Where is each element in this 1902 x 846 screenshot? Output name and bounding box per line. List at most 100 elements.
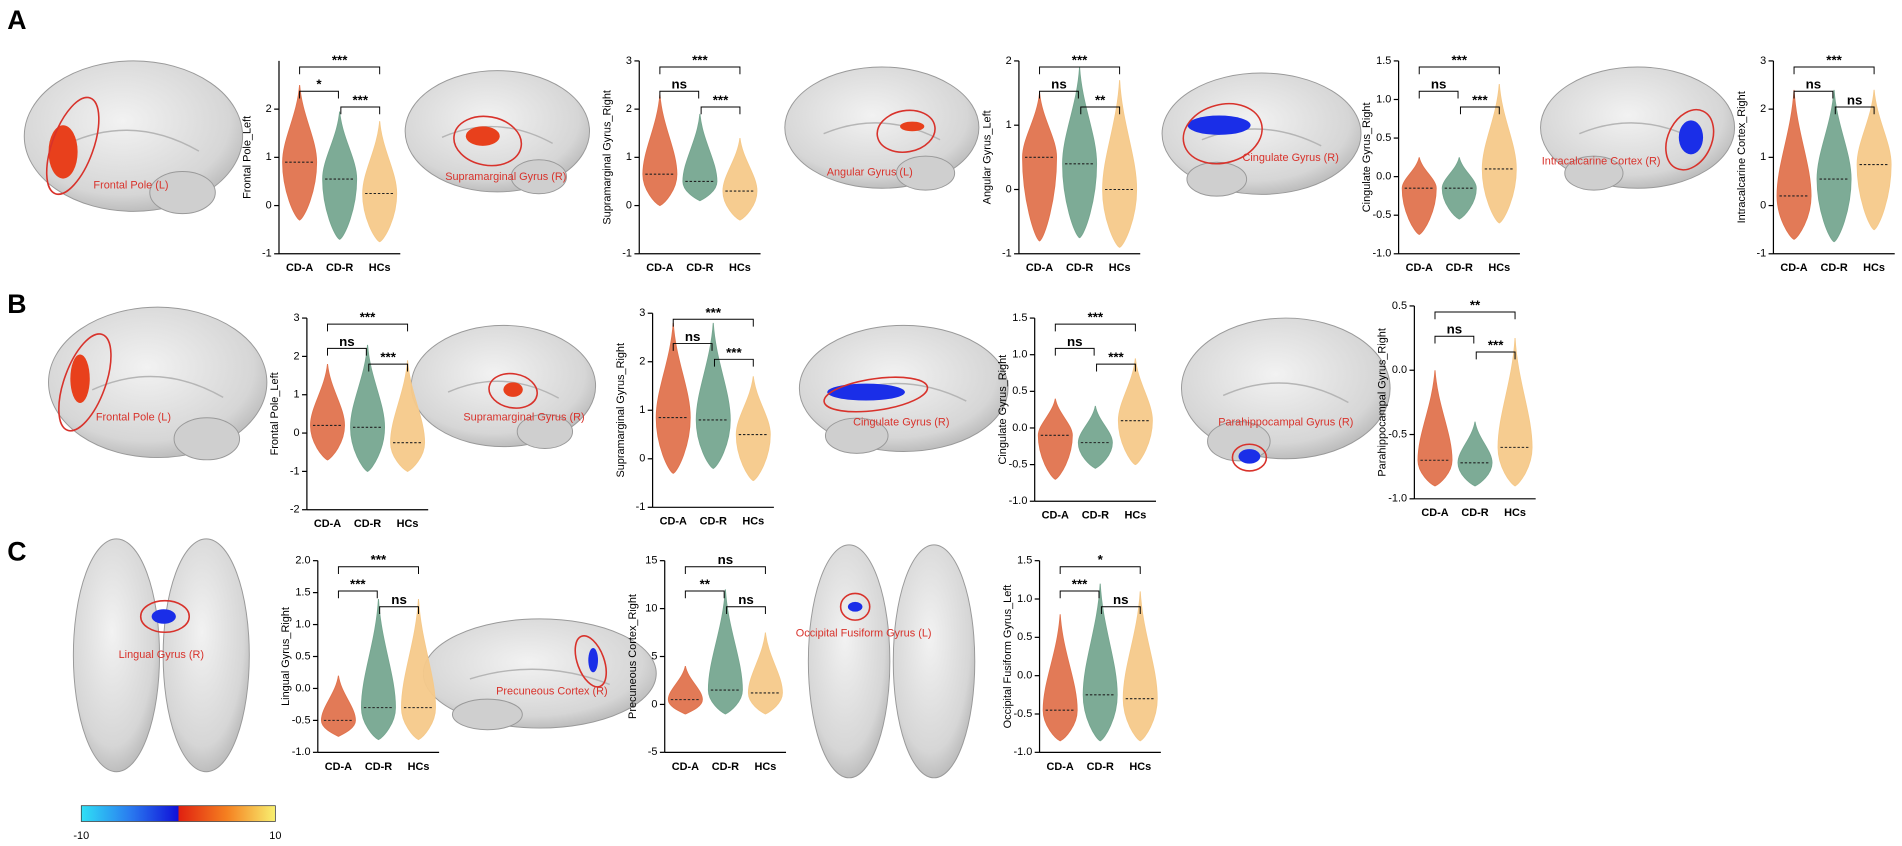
region-label: Lingual Gyrus (R)	[119, 649, 204, 661]
y-axis-label: Cingulate Gyrus_Right	[997, 355, 1009, 465]
significance-bracket	[1059, 566, 1141, 575]
roi-circle	[876, 109, 936, 153]
violin	[282, 84, 318, 221]
roi-circle	[58, 333, 112, 432]
violin	[695, 322, 731, 470]
x-tick-label: CD-R	[1082, 510, 1109, 522]
brain: Angular Gyrus (L)	[784, 66, 980, 191]
significance-bracket	[379, 606, 419, 615]
significance-label: ns	[391, 592, 407, 607]
y-tick-label: 2	[1006, 55, 1012, 67]
x-tick-label: CD-R	[1461, 507, 1488, 519]
x-tick-label: HCs	[1488, 262, 1510, 274]
y-tick-label: 0	[1760, 199, 1766, 211]
significance-label: ***	[380, 350, 396, 365]
significance-label: ns	[1447, 322, 1463, 337]
significance-bracket	[1054, 323, 1136, 332]
cerebellum	[1564, 155, 1624, 191]
significance-label: ns	[1806, 77, 1822, 92]
sulcus	[447, 380, 560, 399]
x-tick-label: HCs	[754, 761, 776, 773]
violin-plot: -1 0 1 2 3 Supramarginal Gyrus_Right CD-A CD-R H…	[602, 52, 761, 274]
y-tick-label: 3	[1760, 55, 1766, 67]
violin-plot: -1.0 -0.5 0.0 0.5 1.0 1.5 Cingulate Gyrus_Righ…	[1361, 52, 1520, 274]
y-tick-label: -1	[636, 501, 646, 513]
violin	[667, 665, 703, 715]
roi-circle	[839, 592, 871, 621]
significance-label: ns	[718, 552, 734, 567]
activation	[465, 126, 500, 146]
y-tick-label: 0.0	[1017, 670, 1032, 682]
violin	[1102, 80, 1138, 248]
y-tick-label: -1.0	[1013, 746, 1032, 758]
violin-plot: -5 0 5 10 15 Precuneous Cortex_Right CD-A CD-R H…	[627, 552, 787, 773]
violin-plot: -1 0 1 2 3 Supramarginal Gyrus_Right CD-A CD-R H…	[615, 305, 774, 528]
panel-letter: A	[7, 5, 26, 35]
cerebellum	[173, 417, 241, 461]
y-tick-label: -1.0	[292, 746, 311, 758]
region-label: Parahippocampal Gyrus (R)	[1218, 416, 1353, 428]
region-label: Frontal Pole (L)	[96, 411, 171, 423]
violin	[390, 360, 426, 472]
y-tick-label: -1.0	[1009, 495, 1028, 507]
significance-bracket	[1418, 66, 1500, 75]
brain: Frontal Pole (L)	[23, 60, 244, 215]
brain: Cingulate Gyrus (R)	[1161, 72, 1362, 197]
y-axis-label: Intracalcarine Cortex_Right	[1736, 91, 1748, 223]
activation	[1238, 449, 1261, 464]
significance-bracket	[340, 106, 381, 115]
x-tick-label: CD-A	[672, 761, 699, 773]
violin	[735, 376, 771, 482]
y-axis-label: Cingulate Gyrus_Right	[1361, 102, 1373, 212]
x-tick-label: CD-R	[700, 516, 727, 528]
x-tick-label: CD-R	[354, 518, 381, 530]
colorbar-label: 10	[269, 830, 281, 842]
y-tick-label: 0.5	[295, 650, 310, 662]
y-tick-label: 3	[626, 55, 632, 67]
violin	[1816, 89, 1852, 243]
y-axis-label: Supramarginal Gyrus_Right	[615, 343, 627, 478]
y-tick-label: 0.5	[1012, 385, 1027, 397]
y-tick-label: 0	[651, 698, 657, 710]
significance-label: ***	[713, 92, 729, 107]
y-tick-label: 1.0	[1017, 593, 1032, 605]
x-tick-label: HCs	[408, 761, 430, 773]
y-tick-label: 0.0	[1392, 364, 1407, 376]
brain: Frontal Pole (L)	[48, 306, 268, 461]
significance-bracket	[1418, 90, 1459, 99]
significance-label: ns	[1067, 334, 1083, 349]
x-tick-label: HCs	[1863, 262, 1885, 274]
x-tick-label: CD-A	[1406, 262, 1433, 274]
y-tick-label: 2	[626, 103, 632, 115]
y-axis-label: Occipital Fusiform Gyrus_Left	[1002, 585, 1014, 729]
significance-bracket	[1475, 351, 1516, 360]
y-axis-label: Precuneous Cortex_Right	[627, 594, 639, 719]
significance-bracket	[327, 347, 367, 356]
x-tick-label: CD-A	[1042, 510, 1069, 522]
violin-plot: -2 -1 0 1 2 3 Frontal Pole_Left CD-A CD-R HCs *** n…	[269, 310, 429, 530]
violin-plot: -1.0 -0.5 0.0 0.5 1.0 1.5 2.0 Lingual Gyrus_Rig…	[280, 552, 440, 773]
y-tick-label: -0.5	[1013, 708, 1032, 720]
y-tick-label: 0	[266, 199, 272, 211]
significance-label: ns	[738, 592, 754, 607]
violin	[707, 589, 743, 715]
hemisphere	[892, 544, 976, 779]
y-tick-label: 0	[1006, 183, 1012, 195]
significance-label: ***	[1488, 338, 1504, 353]
y-tick-label: 1	[626, 151, 632, 163]
y-tick-label: 0.0	[295, 682, 310, 694]
activation	[900, 121, 925, 132]
roi-circle	[45, 96, 100, 196]
y-tick-label: 2	[639, 356, 645, 368]
significance-bracket	[684, 566, 766, 575]
y-tick-label: -2	[290, 504, 300, 516]
x-tick-label: CD-A	[1780, 262, 1807, 274]
violin-plot: -1.0 -0.5 0.0 0.5 1.0 1.5 Occipital Fusiform G…	[1002, 552, 1161, 773]
significance-bracket	[337, 566, 419, 575]
activation	[847, 601, 863, 612]
y-tick-label: 1.5	[1017, 555, 1032, 567]
significance-bracket	[299, 66, 381, 75]
roi-circle	[453, 115, 523, 167]
significance-label: ns	[1847, 92, 1863, 107]
